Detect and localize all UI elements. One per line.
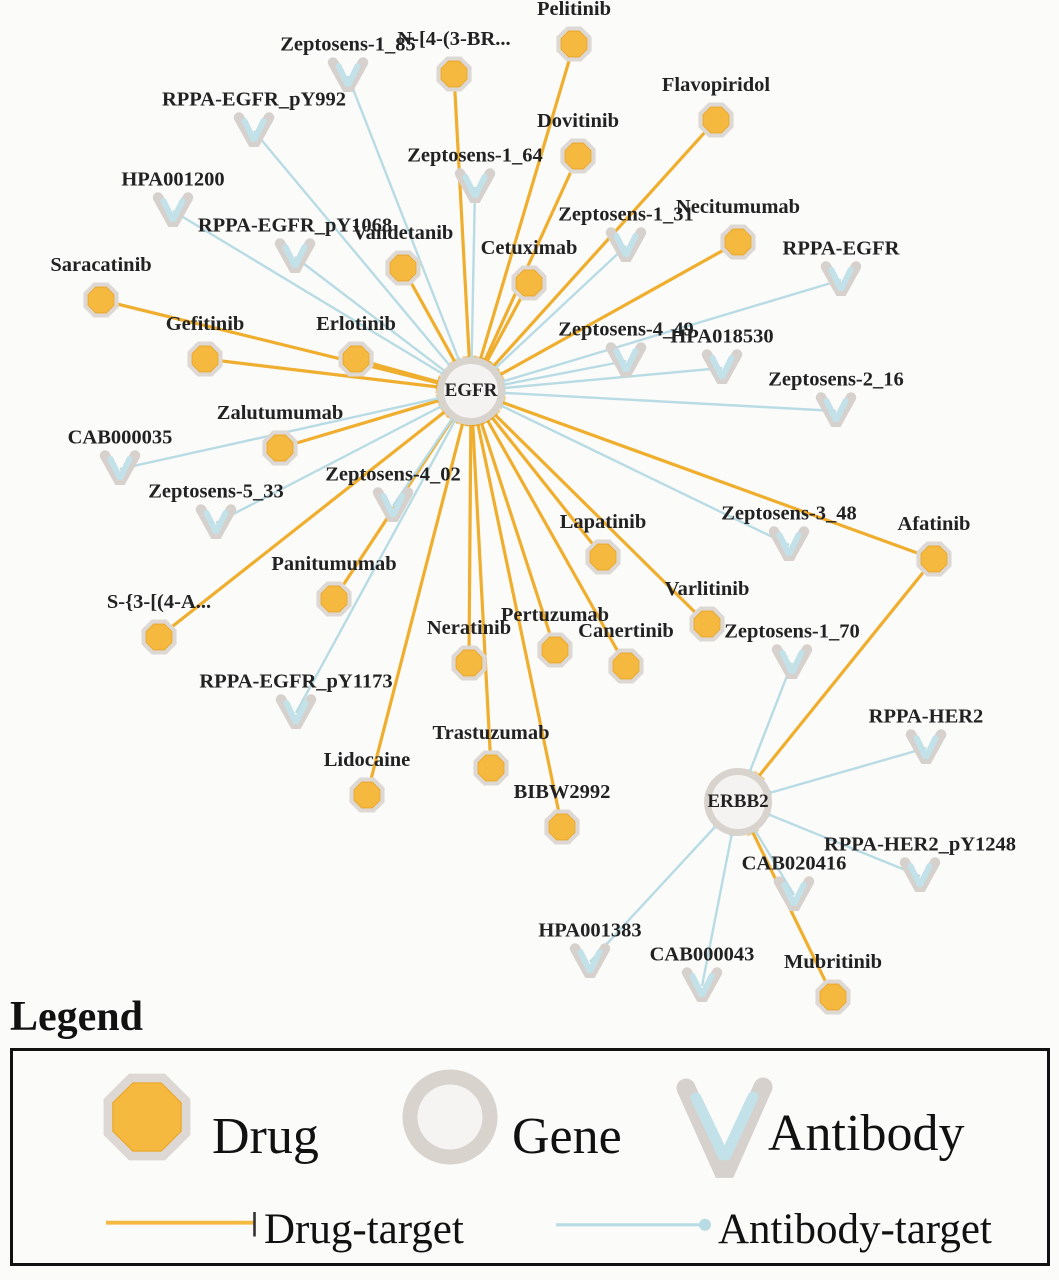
svg-text:Drug-target: Drug-target	[264, 1206, 464, 1253]
svg-text:Gene: Gene	[512, 1108, 622, 1165]
svg-text:Antibody: Antibody	[768, 1105, 964, 1162]
svg-text:Drug: Drug	[212, 1108, 319, 1165]
svg-text:Antibody-target: Antibody-target	[718, 1206, 992, 1253]
